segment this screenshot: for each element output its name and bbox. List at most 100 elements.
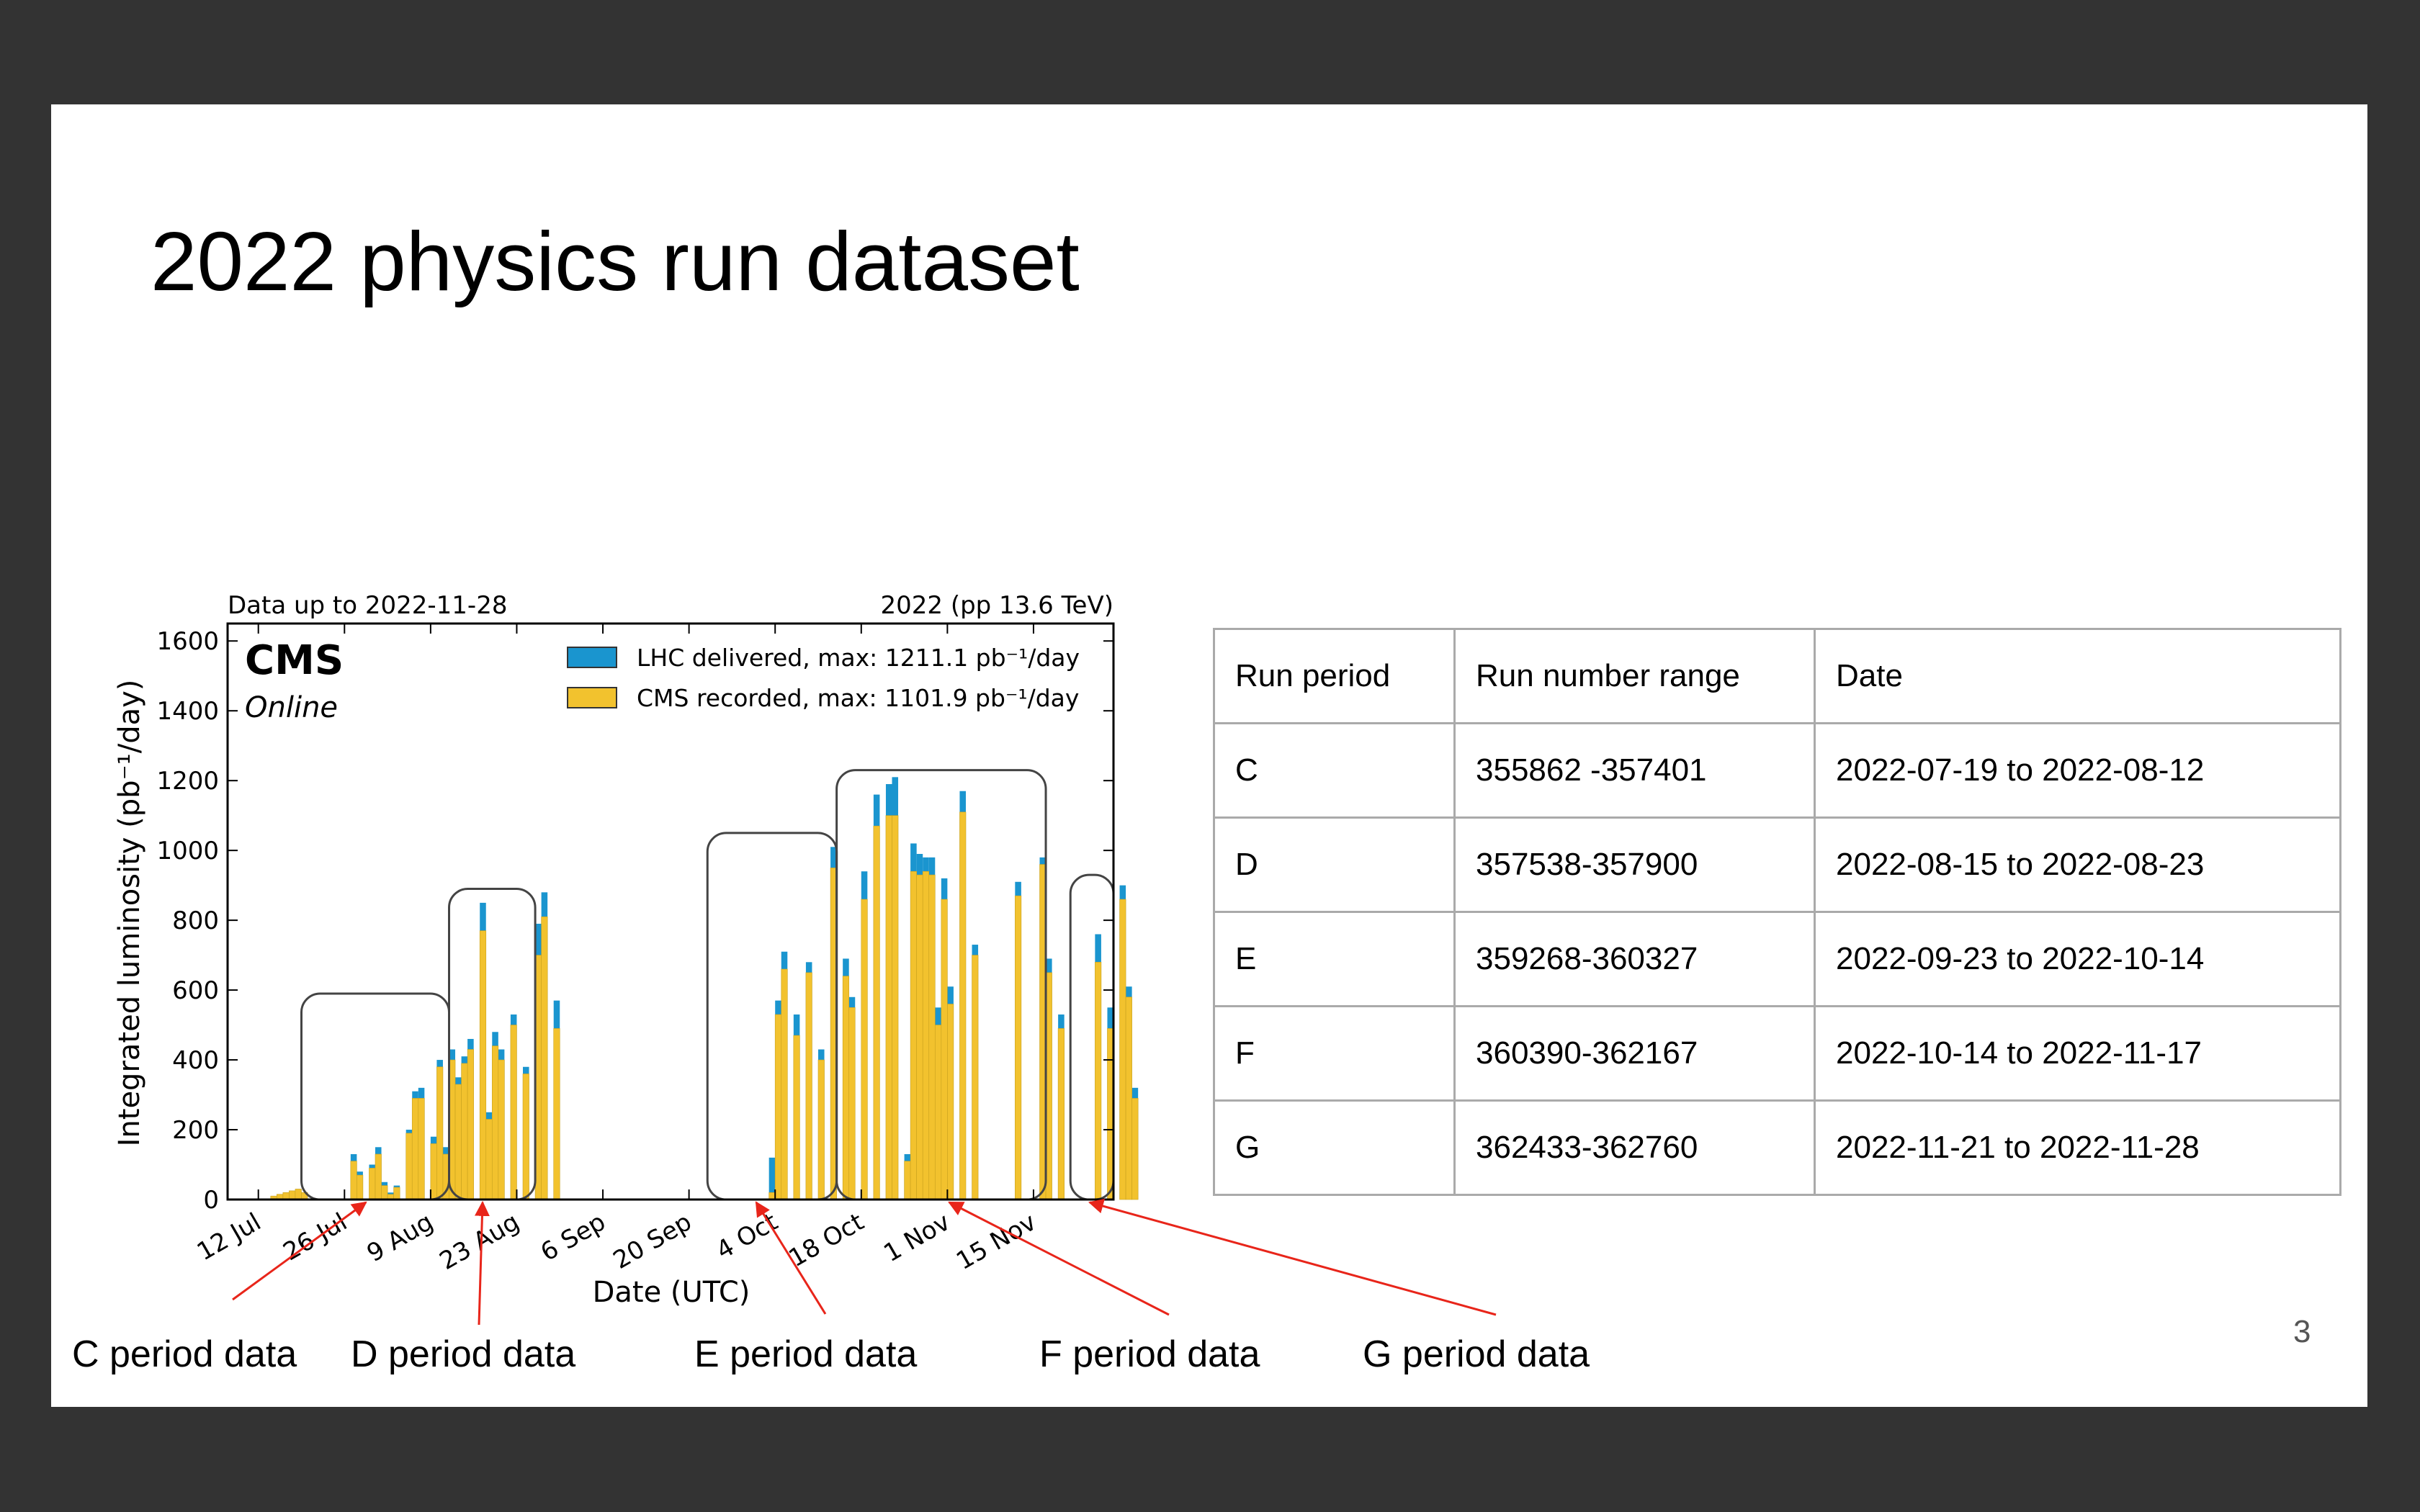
recorded-bar xyxy=(436,1066,444,1200)
chart-top-left-note: Data up to 2022-11-28 xyxy=(228,591,507,620)
recorded-bar xyxy=(873,825,880,1200)
recorded-bar xyxy=(375,1153,382,1200)
recorded-bar xyxy=(357,1174,364,1200)
recorded-bar xyxy=(885,815,892,1200)
y-tick-label: 0 xyxy=(203,1186,219,1215)
x-tick-label: 20 Sep xyxy=(609,1207,696,1275)
delivered-bar xyxy=(768,1157,776,1200)
table-row: C 355862 -357401 2022-07-19 to 2022-08-1… xyxy=(1213,722,2341,819)
y-tick-labels: 0 200 400 600 800 1000 1200 1400 1600 xyxy=(156,627,219,1215)
cell-run-period: D xyxy=(1213,816,1456,913)
chart-top-right-note: 2022 (pp 13.6 TeV) xyxy=(880,591,1113,620)
annotation-d-period: D period data xyxy=(351,1333,576,1375)
x-tick-label: 4 Oct xyxy=(712,1207,783,1265)
recorded-bar xyxy=(922,870,930,1200)
recorded-bar xyxy=(861,899,868,1200)
y-axis-label: Integrated luminosity (pb⁻¹/day) xyxy=(113,680,146,1147)
recorded-bar xyxy=(393,1187,400,1200)
y-tick-label: 800 xyxy=(172,906,219,935)
x-tick-label: 6 Sep xyxy=(536,1207,611,1267)
cell-date: 2022-07-19 to 2022-08-12 xyxy=(1814,722,2341,819)
run-period-box xyxy=(706,832,838,1201)
header-run-number-range: Run number range xyxy=(1453,628,1816,724)
recorded-bar xyxy=(454,1084,462,1200)
cell-run-range: 362433-362760 xyxy=(1453,1099,1816,1196)
recorded-bar xyxy=(959,811,967,1200)
recorded-bar xyxy=(553,1028,560,1200)
page-number: 3 xyxy=(2293,1314,2311,1349)
axis-ticks xyxy=(228,624,1113,1200)
x-tick-label: 18 Oct xyxy=(784,1207,869,1273)
bar-group xyxy=(270,777,1139,1200)
recorded-bar xyxy=(947,1004,954,1200)
cell-run-range: 360390-362167 xyxy=(1453,1005,1816,1102)
table-row: D 357538-357900 2022-08-15 to 2022-08-23 xyxy=(1213,816,2341,913)
cell-date: 2022-08-15 to 2022-08-23 xyxy=(1814,816,2341,913)
annotation-arrow xyxy=(474,1200,490,1326)
legend-label-recorded: CMS recorded, max: 1101.9 pb⁻¹/day xyxy=(637,684,1079,712)
recorded-bar xyxy=(418,1098,425,1200)
recorded-bar xyxy=(295,1189,302,1200)
cell-run-range: 359268-360327 xyxy=(1453,911,1816,1007)
annotation-c-period: C period data xyxy=(72,1333,297,1375)
y-tick-label: 600 xyxy=(172,976,219,1005)
x-tick-label: 12 Jul xyxy=(192,1207,266,1266)
annotation-arrow xyxy=(1088,1198,1497,1316)
cell-date: 2022-10-14 to 2022-11-17 xyxy=(1814,1005,2341,1102)
legend-swatch-recorded xyxy=(567,687,617,708)
recorded-bar xyxy=(1095,962,1102,1200)
cell-run-period: F xyxy=(1213,1005,1456,1102)
recorded-bar xyxy=(904,1161,911,1200)
recorded-bar xyxy=(485,1119,493,1200)
table-row: F 360390-362167 2022-10-14 to 2022-11-17 xyxy=(1213,1005,2341,1102)
legend-swatch-delivered xyxy=(567,647,617,668)
x-tick-label: 9 Aug xyxy=(362,1207,439,1268)
cell-run-period: C xyxy=(1213,722,1456,819)
status-label: Online xyxy=(245,691,338,724)
recorded-bar xyxy=(1119,899,1126,1200)
table-row: G 362433-362760 2022-11-21 to 2022-11-28 xyxy=(1213,1099,2341,1196)
recorded-bar xyxy=(793,1035,800,1200)
cell-run-period: E xyxy=(1213,911,1456,1007)
recorded-bar xyxy=(369,1168,376,1200)
plot-frame xyxy=(226,622,1115,1201)
cell-run-range: 357538-357900 xyxy=(1453,816,1816,913)
recorded-bar xyxy=(405,1133,413,1200)
recorded-bar xyxy=(1131,1098,1139,1200)
x-axis-label: Date (UTC) xyxy=(593,1276,750,1309)
x-tick-label: 23 Aug xyxy=(435,1207,524,1276)
recorded-bar xyxy=(430,1143,437,1200)
recorded-bar xyxy=(781,968,788,1200)
recorded-bar xyxy=(1125,996,1132,1200)
y-tick-label: 200 xyxy=(172,1116,219,1145)
header-run-period: Run period xyxy=(1213,628,1456,724)
y-tick-label: 1200 xyxy=(156,767,219,796)
recorded-bar xyxy=(941,899,948,1200)
table-row: E 359268-360327 2022-09-23 to 2022-10-14 xyxy=(1213,911,2341,1007)
y-tick-label: 1400 xyxy=(156,697,219,726)
cell-run-range: 355862 -357401 xyxy=(1453,722,1816,819)
annotation-e-period: E period data xyxy=(694,1333,918,1375)
recorded-bar xyxy=(972,955,979,1200)
annotation-arrow-group xyxy=(232,1198,1497,1326)
x-tick-label: 1 Nov xyxy=(879,1207,955,1268)
recorded-bar xyxy=(491,1045,499,1200)
recorded-bar xyxy=(916,874,923,1200)
annotation-f-period: F period data xyxy=(1039,1333,1260,1375)
annotation-arrow xyxy=(755,1201,827,1315)
recorded-bar xyxy=(350,1161,357,1200)
header-date: Date xyxy=(1814,628,2341,724)
y-tick-label: 400 xyxy=(172,1046,219,1075)
recorded-bar xyxy=(411,1098,419,1200)
slide-title: 2022 physics run dataset xyxy=(151,215,1080,308)
y-tick-label: 1000 xyxy=(156,837,219,865)
y-tick-label: 1600 xyxy=(156,627,219,656)
cell-date: 2022-09-23 to 2022-10-14 xyxy=(1814,911,2341,1007)
recorded-bar xyxy=(510,1025,517,1200)
annotation-arrow xyxy=(232,1201,367,1301)
recorded-bar xyxy=(928,874,936,1200)
recorded-bar xyxy=(289,1190,296,1200)
recorded-bar xyxy=(1015,895,1022,1200)
experiment-label: CMS xyxy=(245,637,344,684)
